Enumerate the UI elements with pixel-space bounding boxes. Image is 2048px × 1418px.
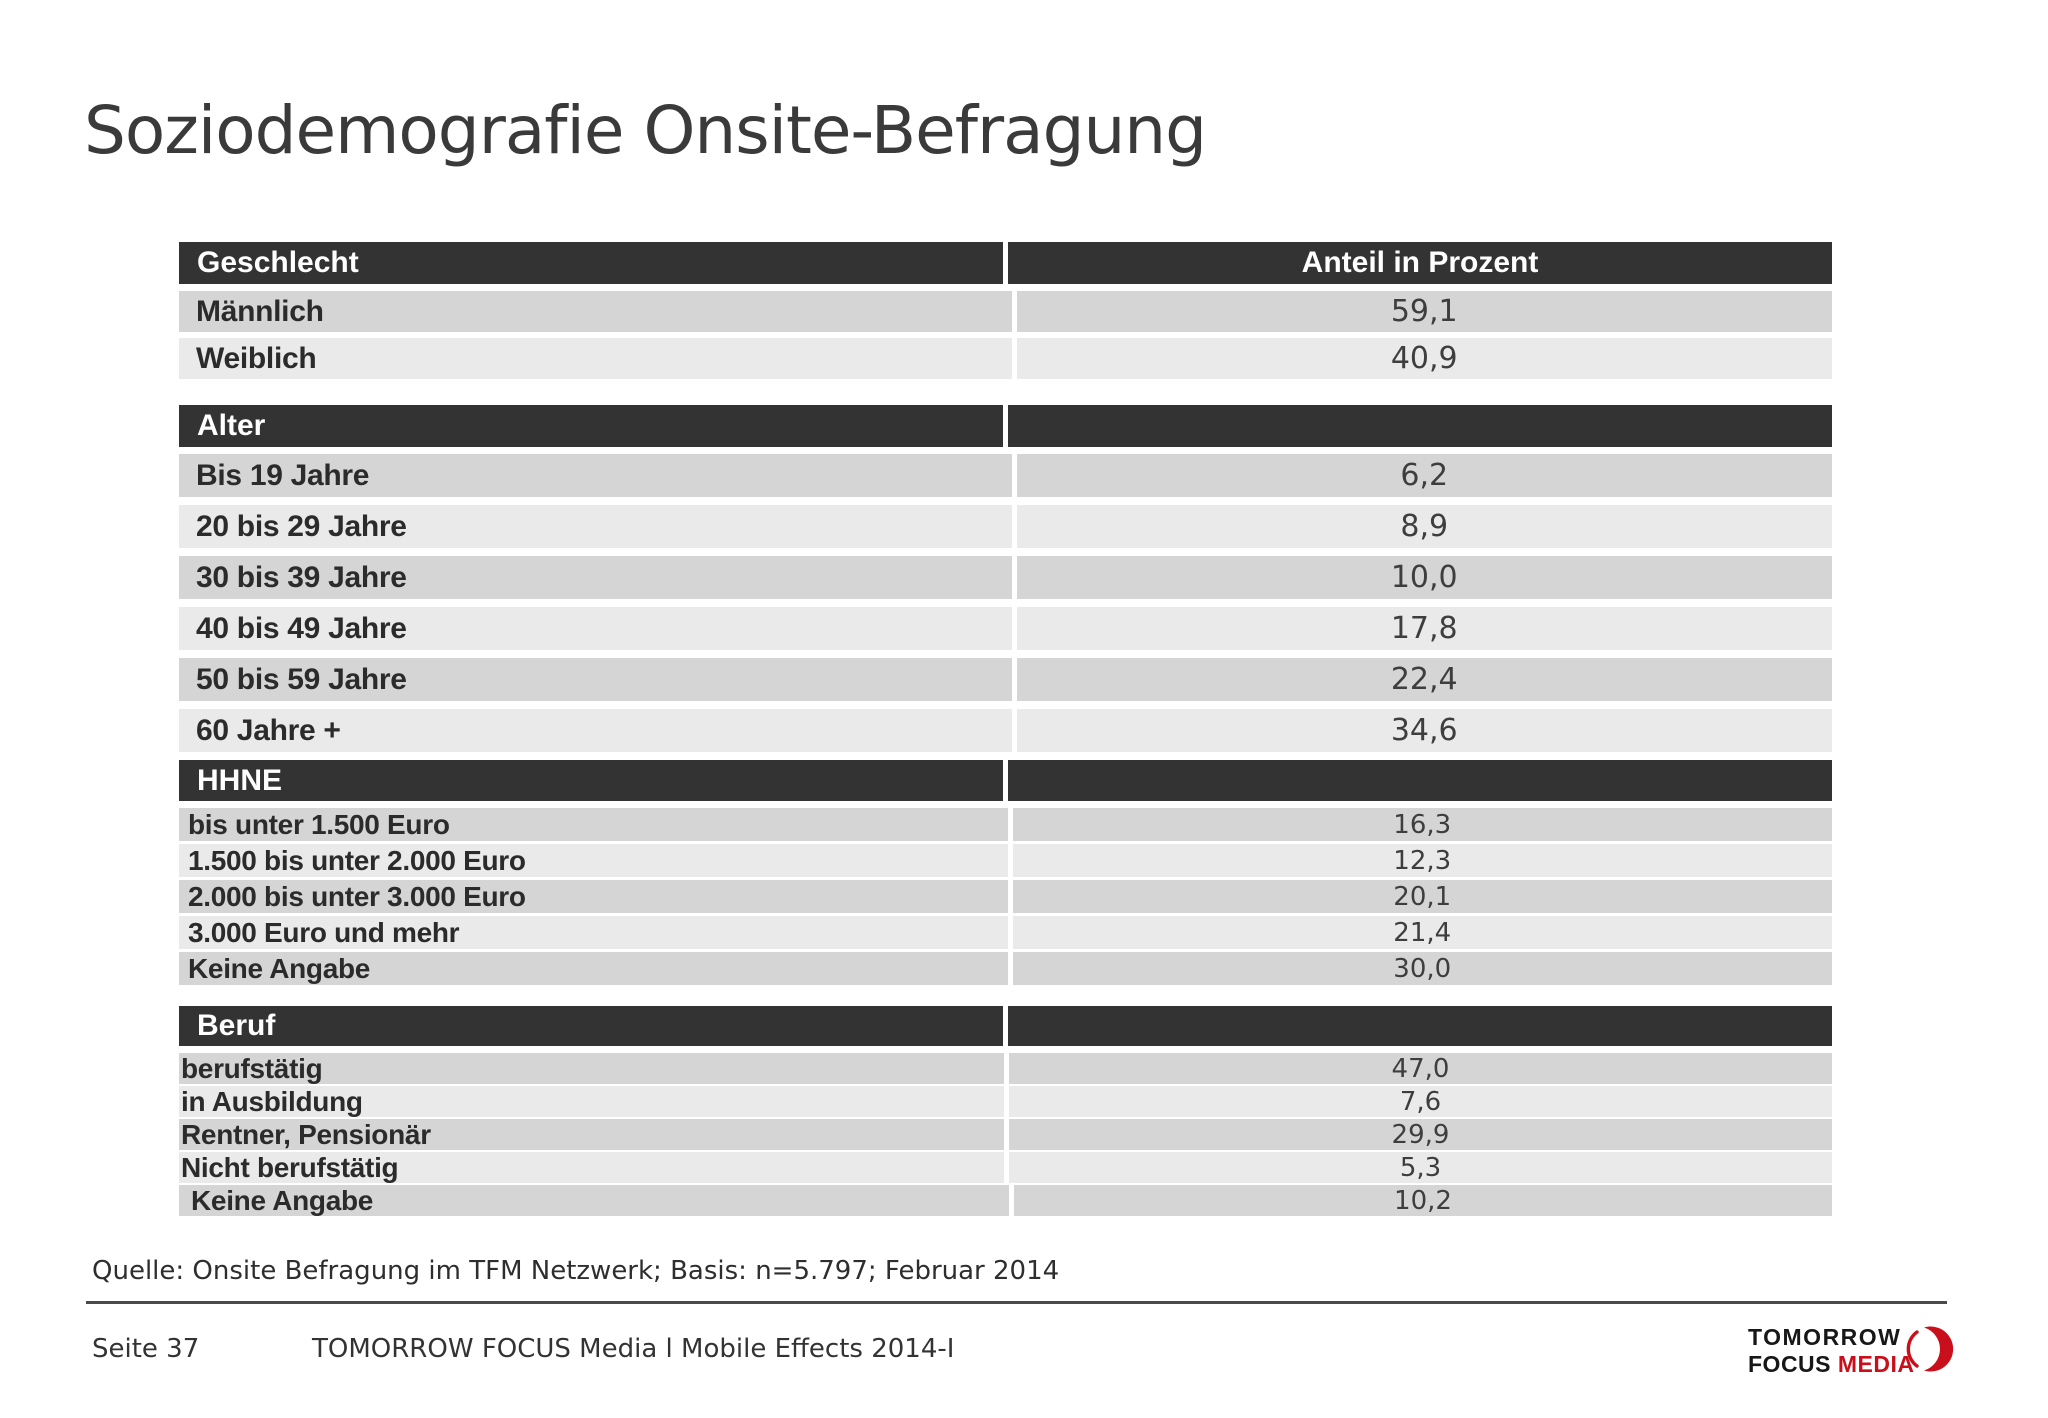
row-value: 7,6 bbox=[1009, 1086, 1832, 1117]
row-value: 8,9 bbox=[1016, 505, 1832, 548]
row-label: Keine Angabe bbox=[179, 1185, 1009, 1216]
section-rows: Bis 19 Jahre 6,2 20 bis 29 Jahre 8,9 30 … bbox=[179, 454, 1832, 752]
table-row: Rentner, Pensionär 29,9 bbox=[179, 1119, 1832, 1150]
row-value: 59,1 bbox=[1016, 291, 1832, 332]
row-value: 6,2 bbox=[1016, 454, 1832, 497]
row-value: 30,0 bbox=[1012, 952, 1832, 985]
page-number: Seite 37 bbox=[92, 1334, 200, 1364]
row-value: 40,9 bbox=[1016, 338, 1832, 379]
row-label: 2.000 bis unter 3.000 Euro bbox=[179, 880, 1008, 913]
table-row: Keine Angabe 10,2 bbox=[179, 1185, 1832, 1216]
section-beruf: Beruf berufstätig 47,0 in Ausbildung 7,6… bbox=[179, 1006, 1832, 1216]
row-value: 17,8 bbox=[1016, 607, 1832, 650]
table-row: in Ausbildung 7,6 bbox=[179, 1086, 1832, 1117]
row-label: Keine Angabe bbox=[179, 952, 1008, 985]
section-rows: bis unter 1.500 Euro 16,3 1.500 bis unte… bbox=[179, 808, 1832, 985]
row-label: 30 bis 39 Jahre bbox=[179, 556, 1012, 599]
section-rows: Männlich 59,1 Weiblich 40,9 bbox=[179, 291, 1832, 379]
source-note: Quelle: Onsite Befragung im TFM Netzwerk… bbox=[92, 1256, 1060, 1286]
section-header-row: Geschlecht Anteil in Prozent bbox=[179, 242, 1832, 284]
footer-divider bbox=[86, 1301, 1947, 1304]
value-column-header: Anteil in Prozent bbox=[1008, 242, 1832, 284]
section-header-label: Geschlecht bbox=[179, 242, 1003, 284]
row-value: 21,4 bbox=[1012, 916, 1832, 949]
table-row: Männlich 59,1 bbox=[179, 291, 1832, 332]
section-rows: berufstätig 47,0 in Ausbildung 7,6 Rentn… bbox=[179, 1053, 1832, 1216]
table-row: 1.500 bis unter 2.000 Euro 12,3 bbox=[179, 844, 1832, 877]
table-row: 20 bis 29 Jahre 8,9 bbox=[179, 505, 1832, 548]
row-value: 10,2 bbox=[1014, 1185, 1832, 1216]
row-label: 50 bis 59 Jahre bbox=[179, 658, 1012, 701]
value-column-header-empty bbox=[1008, 405, 1832, 447]
table-row: bis unter 1.500 Euro 16,3 bbox=[179, 808, 1832, 841]
table-row: 60 Jahre + 34,6 bbox=[179, 709, 1832, 752]
row-value: 47,0 bbox=[1009, 1053, 1832, 1084]
table-row: Keine Angabe 30,0 bbox=[179, 952, 1832, 985]
table-row: Weiblich 40,9 bbox=[179, 338, 1832, 379]
row-label: Rentner, Pensionär bbox=[179, 1119, 1004, 1150]
section-alter: Alter Bis 19 Jahre 6,2 20 bis 29 Jahre 8… bbox=[179, 405, 1832, 752]
section-header-row: Beruf bbox=[179, 1006, 1832, 1046]
table-row: 40 bis 49 Jahre 17,8 bbox=[179, 607, 1832, 650]
row-label: 1.500 bis unter 2.000 Euro bbox=[179, 844, 1008, 877]
row-label: Weiblich bbox=[179, 338, 1012, 379]
logo-focus: FOCUS bbox=[1748, 1351, 1838, 1377]
table-row: 50 bis 59 Jahre 22,4 bbox=[179, 658, 1832, 701]
logo-line2: FOCUS MEDIA bbox=[1748, 1351, 1915, 1378]
value-column-header-empty bbox=[1008, 760, 1832, 801]
section-header-label: Beruf bbox=[179, 1006, 1003, 1046]
section-hhne: HHNE bis unter 1.500 Euro 16,3 1.500 bis… bbox=[179, 760, 1832, 985]
row-value: 34,6 bbox=[1016, 709, 1832, 752]
company-logo: TOMORROW FOCUS MEDIA bbox=[1748, 1324, 1915, 1378]
table-row: berufstätig 47,0 bbox=[179, 1053, 1832, 1084]
table-row: Nicht berufstätig 5,3 bbox=[179, 1152, 1832, 1183]
row-label: Nicht berufstätig bbox=[179, 1152, 1004, 1183]
footer-text: TOMORROW FOCUS Media l Mobile Effects 20… bbox=[312, 1334, 955, 1364]
row-label: 20 bis 29 Jahre bbox=[179, 505, 1012, 548]
section-header-row: HHNE bbox=[179, 760, 1832, 801]
table-row: Bis 19 Jahre 6,2 bbox=[179, 454, 1832, 497]
row-label: 40 bis 49 Jahre bbox=[179, 607, 1012, 650]
row-value: 16,3 bbox=[1012, 808, 1832, 841]
row-value: 10,0 bbox=[1016, 556, 1832, 599]
row-label: berufstätig bbox=[179, 1053, 1004, 1084]
crescent-icon bbox=[1906, 1326, 1954, 1372]
value-column-header-empty bbox=[1008, 1006, 1832, 1046]
row-label: 3.000 Euro und mehr bbox=[179, 916, 1008, 949]
row-value: 12,3 bbox=[1012, 844, 1832, 877]
logo-line1: TOMORROW bbox=[1748, 1324, 1902, 1350]
row-value: 22,4 bbox=[1016, 658, 1832, 701]
section-header-label: Alter bbox=[179, 405, 1003, 447]
row-label: Bis 19 Jahre bbox=[179, 454, 1012, 497]
table-row: 3.000 Euro und mehr 21,4 bbox=[179, 916, 1832, 949]
row-label: bis unter 1.500 Euro bbox=[179, 808, 1008, 841]
table-row: 30 bis 39 Jahre 10,0 bbox=[179, 556, 1832, 599]
section-geschlecht: Geschlecht Anteil in Prozent Männlich 59… bbox=[179, 242, 1832, 379]
row-label: in Ausbildung bbox=[179, 1086, 1004, 1117]
row-value: 20,1 bbox=[1012, 880, 1832, 913]
logo-media: MEDIA bbox=[1837, 1351, 1915, 1377]
table-row: 2.000 bis unter 3.000 Euro 20,1 bbox=[179, 880, 1832, 913]
section-header-row: Alter bbox=[179, 405, 1832, 447]
row-label: 60 Jahre + bbox=[179, 709, 1012, 752]
demographics-table: Geschlecht Anteil in Prozent Männlich 59… bbox=[179, 242, 1832, 1218]
row-label: Männlich bbox=[179, 291, 1012, 332]
section-header-label: HHNE bbox=[179, 760, 1003, 801]
row-value: 5,3 bbox=[1009, 1152, 1832, 1183]
row-value: 29,9 bbox=[1009, 1119, 1832, 1150]
page-title: Soziodemografie Onsite-Befragung bbox=[84, 92, 1207, 169]
